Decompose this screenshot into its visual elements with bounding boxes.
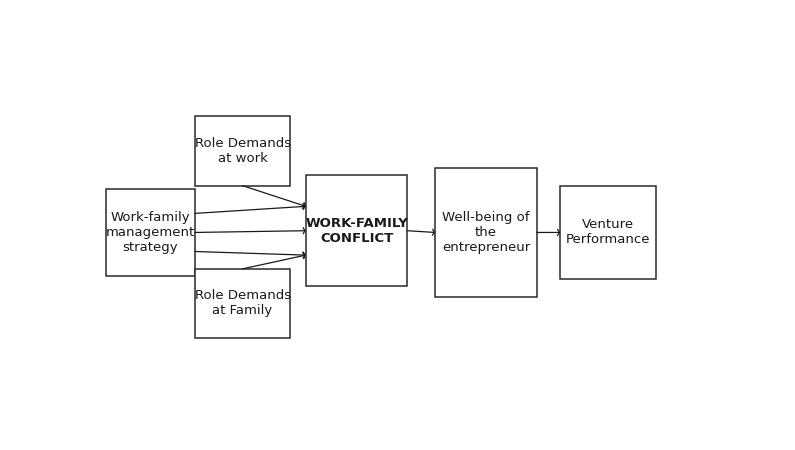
Text: Venture
Performance: Venture Performance	[566, 218, 650, 247]
FancyBboxPatch shape	[560, 186, 656, 279]
Text: Role Demands
at work: Role Demands at work	[195, 137, 291, 165]
FancyBboxPatch shape	[195, 117, 290, 186]
FancyBboxPatch shape	[435, 168, 537, 297]
Text: WORK-FAMILY
CONFLICT: WORK-FAMILY CONFLICT	[305, 217, 408, 245]
Text: Well-being of
the
entrepreneur: Well-being of the entrepreneur	[442, 211, 530, 254]
FancyBboxPatch shape	[106, 189, 195, 276]
FancyBboxPatch shape	[306, 176, 407, 286]
Text: Role Demands
at Family: Role Demands at Family	[195, 289, 291, 318]
FancyBboxPatch shape	[195, 269, 290, 338]
Text: Work-family
management
strategy: Work-family management strategy	[106, 211, 195, 254]
